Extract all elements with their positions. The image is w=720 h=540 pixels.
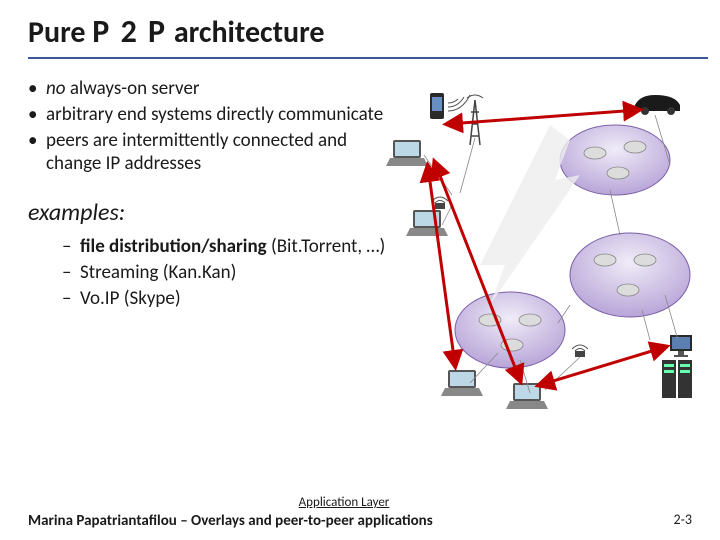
example-2: Streaming (Kan.Kan): [62, 261, 398, 285]
title-word-2: P 2 P: [92, 12, 167, 51]
footer-author-line: Marina Papatriantafilou – Overlays and p…: [28, 512, 720, 530]
slide-title: Pure P 2 P architecture: [28, 12, 720, 51]
title-word-1: Pure: [28, 14, 86, 51]
example-1: file distribution/sharing (Bit.Torrent, …: [62, 235, 398, 259]
example-3: Vo.IP (Skype): [62, 287, 398, 311]
bullet-2: arbitrary end systems directly communica…: [28, 103, 398, 127]
title-word-3: architecture: [174, 14, 325, 51]
footer-section-label: Application Layer: [28, 495, 720, 510]
page-number: 2-3: [674, 511, 692, 528]
example-bullets: file distribution/sharing (Bit.Torrent, …: [28, 235, 398, 310]
laptop-icon: [386, 140, 428, 166]
examples-heading: examples:: [28, 198, 398, 227]
main-bullets: no always-on server arbitrary end system…: [28, 77, 398, 176]
network-diagram: [380, 85, 710, 415]
bullet-3: peers are intermittently connected and c…: [28, 129, 398, 177]
bullet-1: no always-on server: [28, 77, 398, 101]
